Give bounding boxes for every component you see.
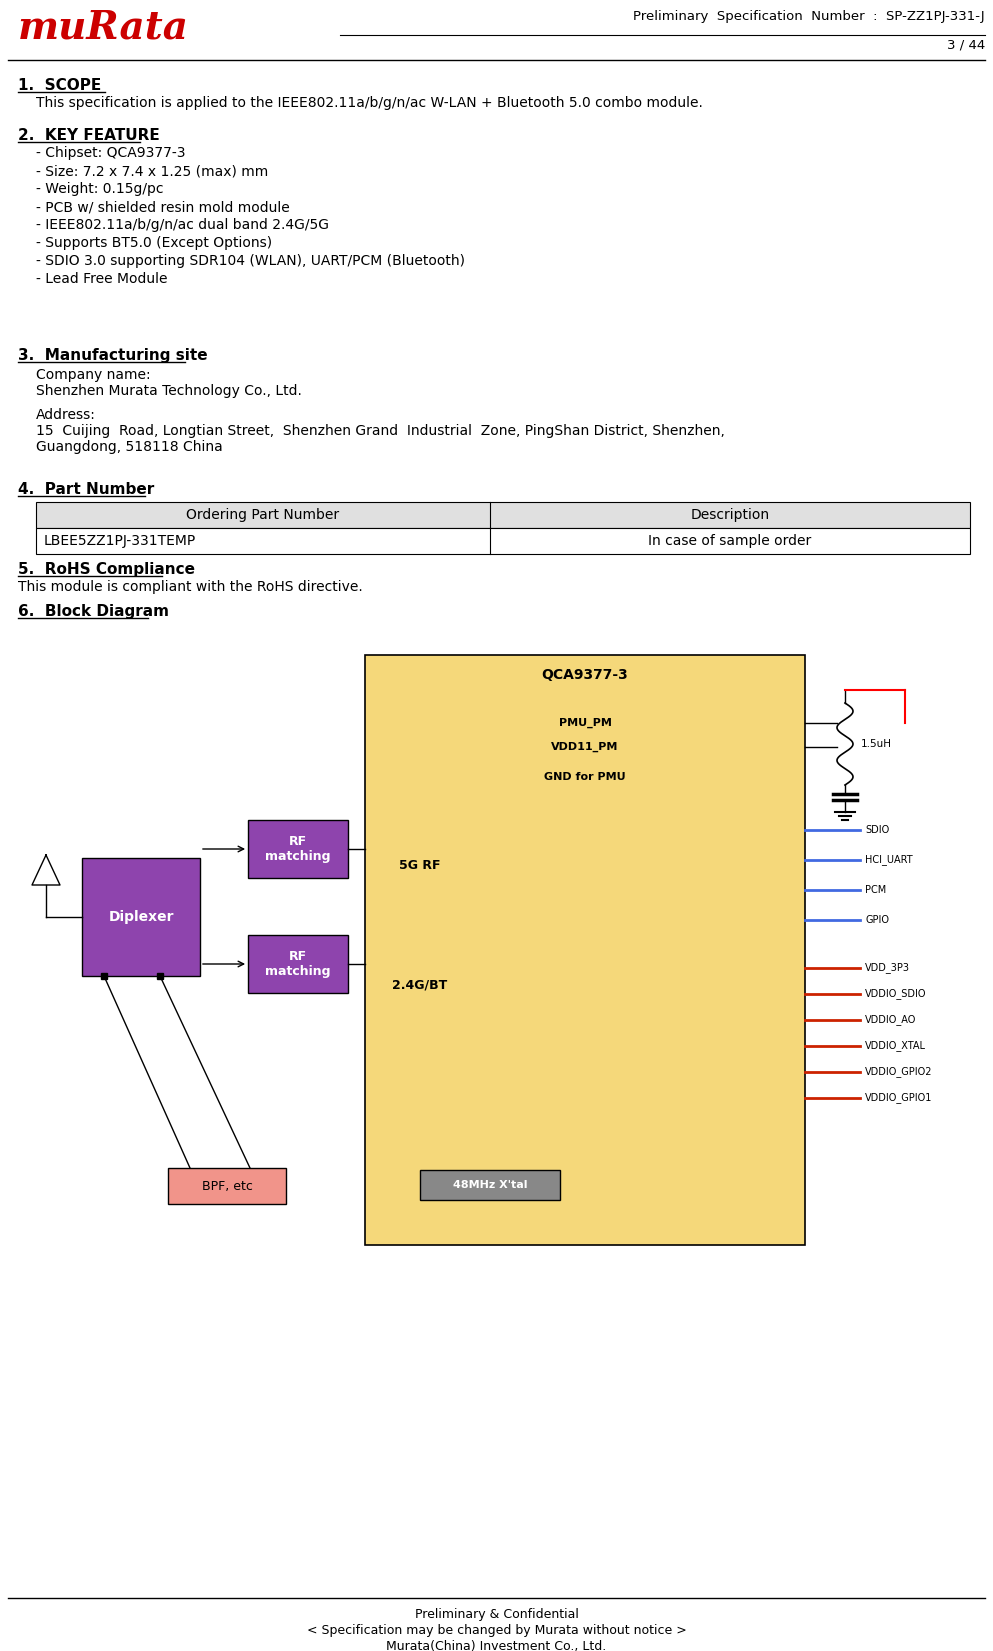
- Bar: [82, 859, 200, 976]
- Bar: [248, 934, 348, 992]
- Text: GND for PMU: GND for PMU: [544, 773, 626, 783]
- Text: VDD11_PM: VDD11_PM: [551, 741, 619, 753]
- Text: Murata(China) Investment Co., Ltd.: Murata(China) Investment Co., Ltd.: [386, 1639, 607, 1651]
- Text: VDDIO_AO: VDDIO_AO: [865, 1015, 917, 1025]
- Text: Address:: Address:: [36, 408, 96, 423]
- Text: 5.  RoHS Compliance: 5. RoHS Compliance: [18, 561, 195, 576]
- Text: 3 / 44: 3 / 44: [946, 38, 985, 51]
- Text: muRata: muRata: [18, 8, 189, 46]
- Text: 5G RF: 5G RF: [399, 859, 441, 872]
- Text: PMU_PM: PMU_PM: [558, 718, 612, 728]
- Text: Company name:: Company name:: [36, 368, 151, 381]
- Text: Preliminary  Specification  Number  :  SP-ZZ1PJ-331-J: Preliminary Specification Number : SP-ZZ…: [634, 10, 985, 23]
- Text: VDDIO_SDIO: VDDIO_SDIO: [865, 989, 926, 999]
- Text: LBEE5ZZ1PJ-331TEMP: LBEE5ZZ1PJ-331TEMP: [44, 533, 197, 548]
- Text: 48MHz X'tal: 48MHz X'tal: [453, 1180, 527, 1190]
- Text: Shenzhen Murata Technology Co., Ltd.: Shenzhen Murata Technology Co., Ltd.: [36, 385, 302, 398]
- Text: 6.  Block Diagram: 6. Block Diagram: [18, 604, 169, 619]
- Text: - Weight: 0.15g/pc: - Weight: 0.15g/pc: [36, 182, 164, 196]
- Text: HCI_UART: HCI_UART: [865, 855, 913, 865]
- Text: SDIO: SDIO: [865, 826, 890, 835]
- Text: 1.5uH: 1.5uH: [861, 740, 892, 750]
- Text: PCM: PCM: [865, 885, 886, 895]
- Text: BPF, etc: BPF, etc: [202, 1179, 252, 1192]
- Text: < Specification may be changed by Murata without notice >: < Specification may be changed by Murata…: [307, 1625, 686, 1638]
- Text: VDDIO_GPIO2: VDDIO_GPIO2: [865, 1067, 932, 1078]
- Text: Preliminary & Confidential: Preliminary & Confidential: [414, 1608, 579, 1621]
- Bar: [36, 502, 970, 528]
- Text: VDD_3P3: VDD_3P3: [865, 963, 910, 974]
- Text: - PCB w/ shielded resin mold module: - PCB w/ shielded resin mold module: [36, 200, 290, 215]
- Text: - Chipset: QCA9377-3: - Chipset: QCA9377-3: [36, 145, 186, 160]
- Text: 2.4G/BT: 2.4G/BT: [392, 979, 448, 992]
- Text: QCA9377-3: QCA9377-3: [541, 669, 629, 682]
- Text: Description: Description: [690, 509, 770, 522]
- Text: RF
matching: RF matching: [265, 949, 331, 977]
- Text: 15  Cuijing  Road, Longtian Street,  Shenzhen Grand  Industrial  Zone, PingShan : 15 Cuijing Road, Longtian Street, Shenzh…: [36, 424, 725, 438]
- Text: This specification is applied to the IEEE802.11a/b/g/n/ac W-LAN + Bluetooth 5.0 : This specification is applied to the IEE…: [36, 96, 703, 111]
- Bar: [36, 528, 970, 555]
- Bar: [168, 1167, 286, 1204]
- Text: Ordering Part Number: Ordering Part Number: [187, 509, 340, 522]
- Text: Diplexer: Diplexer: [108, 910, 174, 925]
- Bar: [365, 655, 805, 1245]
- Text: 3.  Manufacturing site: 3. Manufacturing site: [18, 348, 208, 363]
- Text: GPIO: GPIO: [865, 915, 889, 925]
- Text: - IEEE802.11a/b/g/n/ac dual band 2.4G/5G: - IEEE802.11a/b/g/n/ac dual band 2.4G/5G: [36, 218, 329, 233]
- Bar: [420, 1171, 560, 1200]
- Text: VDDIO_XTAL: VDDIO_XTAL: [865, 1040, 926, 1052]
- Text: Guangdong, 518118 China: Guangdong, 518118 China: [36, 441, 222, 454]
- Text: 4.  Part Number: 4. Part Number: [18, 482, 154, 497]
- Bar: [248, 821, 348, 878]
- Text: VDDIO_GPIO1: VDDIO_GPIO1: [865, 1093, 932, 1103]
- Text: This module is compliant with the RoHS directive.: This module is compliant with the RoHS d…: [18, 580, 362, 594]
- Text: - Size: 7.2 x 7.4 x 1.25 (max) mm: - Size: 7.2 x 7.4 x 1.25 (max) mm: [36, 163, 268, 178]
- Text: In case of sample order: In case of sample order: [648, 533, 811, 548]
- Text: 2.  KEY FEATURE: 2. KEY FEATURE: [18, 129, 160, 144]
- Text: - Lead Free Module: - Lead Free Module: [36, 272, 168, 286]
- Text: 1.  SCOPE: 1. SCOPE: [18, 78, 101, 92]
- Text: - Supports BT5.0 (Except Options): - Supports BT5.0 (Except Options): [36, 236, 272, 249]
- Text: - SDIO 3.0 supporting SDR104 (WLAN), UART/PCM (Bluetooth): - SDIO 3.0 supporting SDR104 (WLAN), UAR…: [36, 254, 465, 267]
- Text: RF
matching: RF matching: [265, 835, 331, 863]
